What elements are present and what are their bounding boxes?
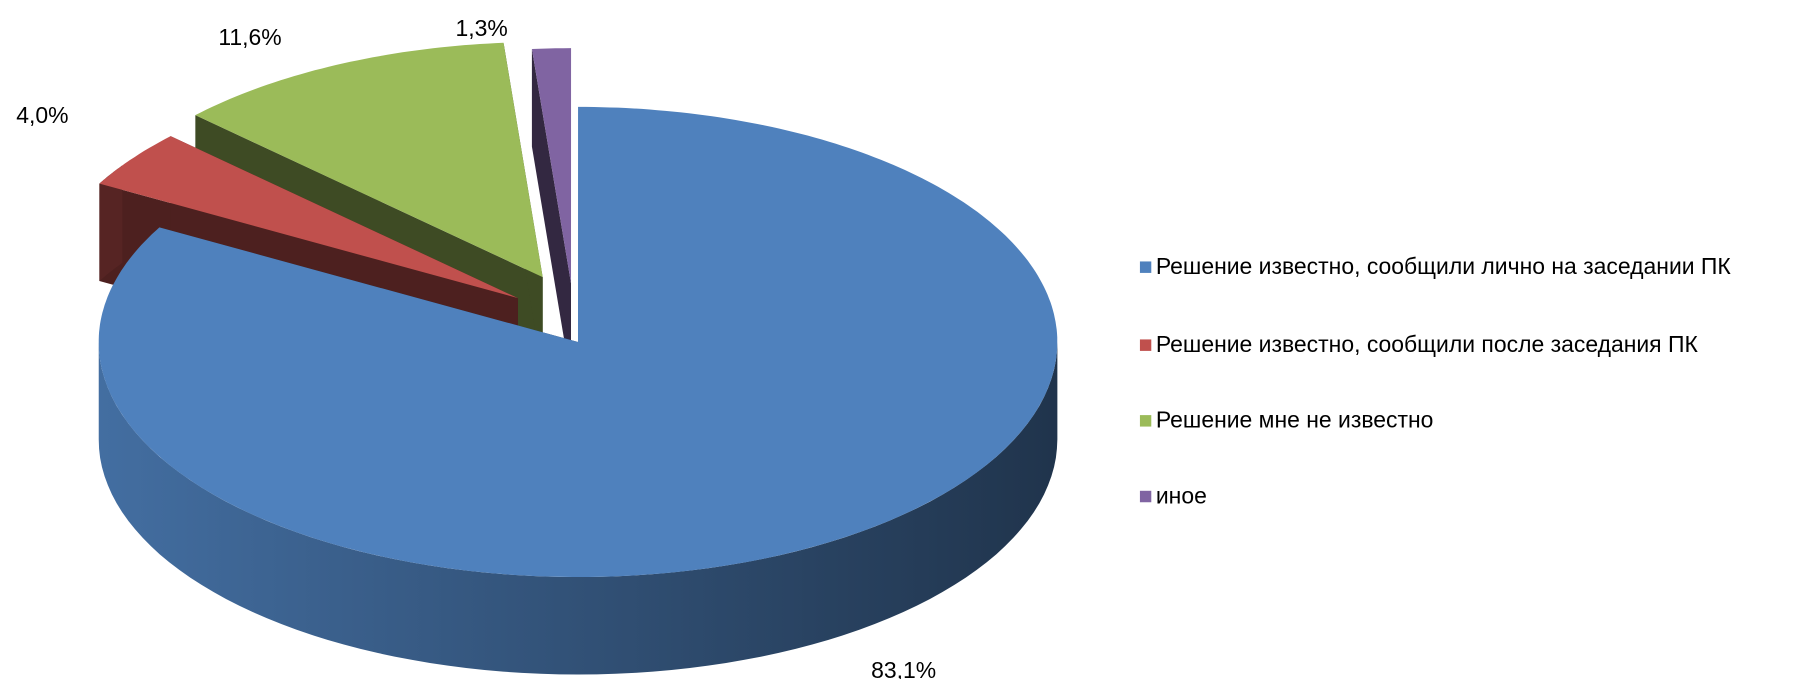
legend-swatch — [1139, 339, 1152, 351]
slice — [531, 48, 572, 381]
legend-label: Решение известно, сообщили после заседан… — [1155, 332, 1698, 358]
legend-label: иное — [1155, 483, 1207, 510]
legend-label: Решение известно, сообщили лично на засе… — [1155, 254, 1731, 280]
slice-wall — [99, 165, 123, 282]
legend-item: иное — [1139, 482, 1782, 512]
legend-label: Решение мне не известно — [1155, 408, 1434, 434]
legend-item: Решение известно, сообщили лично на засе… — [1139, 252, 1782, 282]
legend-swatch — [1139, 261, 1152, 273]
legend-swatch — [1139, 490, 1152, 503]
data-label: 4,0% — [16, 102, 68, 128]
data-label: 83,1% — [871, 657, 936, 679]
slice-top — [98, 106, 1058, 578]
legend-item: Решение мне не известно — [1139, 406, 1782, 436]
slice-side — [531, 48, 572, 381]
legend-item: Решение известно, сообщили после заседан… — [1139, 330, 1782, 360]
slice-top — [99, 136, 518, 299]
slice-top — [531, 48, 572, 284]
plot: 83,1% 4,0% 11,6% 1,3% Решение известно, сооб… — [16, 15, 1782, 679]
legend-swatch — [1139, 415, 1152, 427]
data-label: 11,6% — [218, 24, 281, 50]
slice-top — [195, 42, 543, 278]
slice-wall — [98, 341, 1058, 675]
data-label: 1,3% — [455, 15, 507, 41]
legend: Решение известно, сообщили лично на засе… — [1139, 252, 1782, 512]
slice — [98, 106, 1058, 675]
